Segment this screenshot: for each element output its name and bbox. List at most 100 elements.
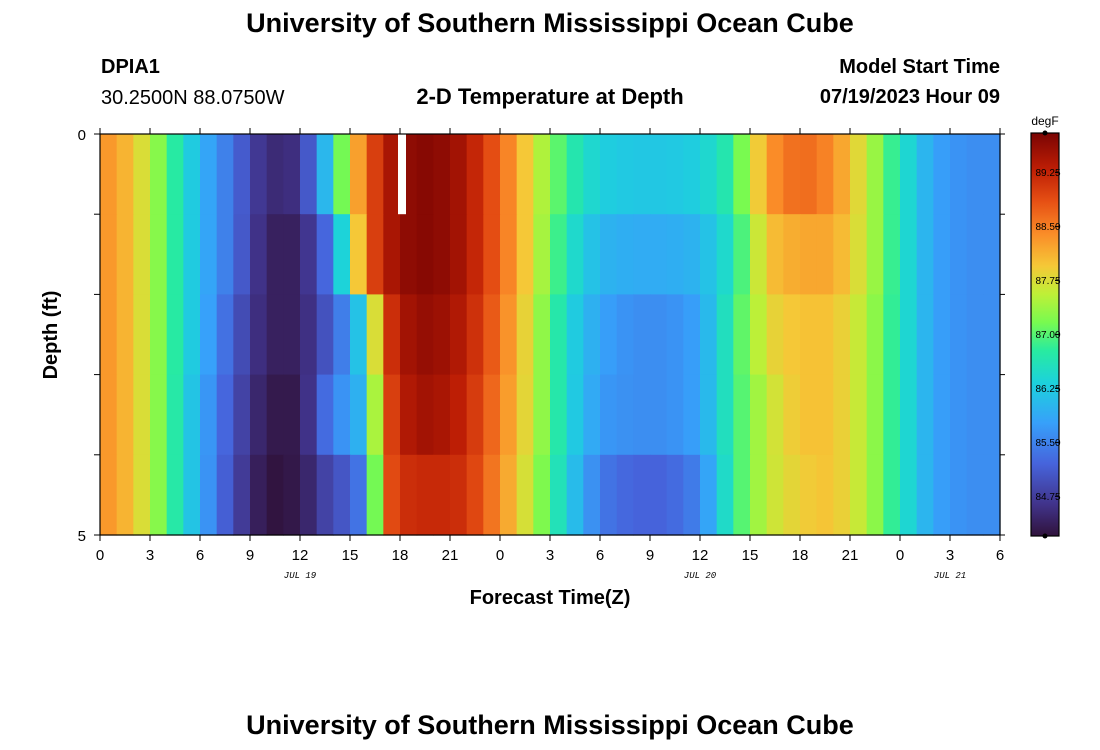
heatmap-cell [666, 294, 684, 376]
axes: 0 3 6 9 12 15 18 21 0 3 6 9 12 15 18 21 0 3 6 JUL 19 JUL 20 J… [78, 127, 1005, 581]
heatmap-cell [216, 134, 234, 215]
heatmap-cell [383, 374, 401, 456]
heatmap-cell [316, 454, 334, 536]
heatmap-cell [533, 454, 551, 536]
heatmap-cell [766, 374, 784, 456]
heatmap-cell [966, 134, 984, 215]
heatmap-cell [750, 134, 768, 215]
heatmap-cell [366, 134, 384, 215]
heatmap-cell [983, 134, 1001, 215]
date-label: JUL 20 [684, 571, 717, 581]
heatmap-cell [250, 374, 268, 456]
colorbar-end-bottom [1042, 533, 1048, 539]
heatmap-cell [666, 134, 684, 215]
heatmap-cell [633, 214, 651, 295]
heatmap-cell [300, 214, 318, 295]
heatmap-cell [866, 214, 884, 295]
colorbar-tick-label: 87.75 [1035, 276, 1060, 287]
heatmap-cell [700, 134, 718, 215]
heatmap-cell [450, 214, 468, 295]
heatmap-cell [350, 134, 368, 215]
heatmap-cell [800, 294, 818, 376]
heatmap-cell [450, 134, 468, 215]
x-tick-label: 18 [792, 547, 809, 564]
heatmap-cell [500, 374, 518, 456]
heatmap-cell [416, 454, 434, 536]
heatmap-cell [300, 134, 318, 215]
heatmap-cell [750, 374, 768, 456]
heatmap-cell [633, 374, 651, 456]
heatmap-cell [583, 294, 601, 376]
model-start-value: 07/19/2023 Hour 09 [819, 86, 1000, 108]
heatmap-cell [550, 454, 568, 536]
heatmap-cell [616, 294, 634, 376]
heatmap-cell [266, 134, 284, 215]
heatmap-cell [100, 294, 118, 376]
heatmap-cell [666, 374, 684, 456]
colorbar: 84.75 85.50 86.25 87.00 87.75 88.50 89.25 [1030, 130, 1061, 539]
heatmap-cell [216, 454, 234, 536]
heatmap-cell [266, 454, 284, 536]
heatmap-cell [566, 134, 584, 215]
heatmap-cell [116, 214, 134, 295]
heatmap-cell [533, 294, 551, 376]
heatmap-cell [433, 134, 451, 215]
heatmap-cell [650, 214, 668, 295]
heatmap-cell [283, 294, 301, 376]
x-tick-label: 18 [392, 547, 409, 564]
heatmap-cell [316, 374, 334, 456]
heatmap-cell [933, 294, 951, 376]
heatmap-cell [483, 134, 501, 215]
heatmap-cell [783, 214, 801, 295]
heatmap-cell [650, 294, 668, 376]
heatmap-cell [300, 374, 318, 456]
x-tick-label: 12 [292, 547, 309, 564]
heatmap-cell [483, 214, 501, 295]
x-tick-label: 6 [196, 547, 204, 564]
heatmap-cell [283, 134, 301, 215]
x-tick-label: 6 [996, 547, 1004, 564]
colorbar-bar [1030, 132, 1060, 537]
heatmap-cell [266, 294, 284, 376]
heatmap-cell [316, 294, 334, 376]
heatmap-cell [350, 454, 368, 536]
heatmap-cell [383, 454, 401, 536]
heatmap-cell [366, 214, 384, 295]
heatmap-cell [916, 134, 934, 215]
x-tick-label: 3 [546, 547, 554, 564]
heatmap-cell [883, 454, 901, 536]
heatmap-cell [950, 374, 968, 456]
heatmap-cell [250, 454, 268, 536]
heatmap-cell [550, 134, 568, 215]
heatmap-cell [583, 214, 601, 295]
heatmap-cell [216, 294, 234, 376]
heatmap-cell [550, 294, 568, 376]
heatmap-cell [983, 294, 1001, 376]
heatmap-cell [633, 294, 651, 376]
heatmap-cell [100, 134, 118, 215]
colorbar-tick-label: 85.50 [1035, 438, 1060, 449]
heatmap-cell [550, 374, 568, 456]
heatmap-cell [383, 134, 401, 215]
heatmap-cell [133, 214, 151, 295]
main-title: University of Southern Mississippi Ocean… [246, 8, 854, 38]
heatmap-cell [216, 374, 234, 456]
heatmap-cell [800, 454, 818, 536]
heatmap-cell [583, 134, 601, 215]
model-start-label: Model Start Time [839, 56, 1000, 78]
heatmap-cell [950, 214, 968, 295]
x-tick-label: 12 [692, 547, 709, 564]
x-tick-label: 6 [596, 547, 604, 564]
heatmap-cell [933, 374, 951, 456]
heatmap-cell [700, 374, 718, 456]
heatmap-cell [516, 134, 534, 215]
x-tick-label: 15 [742, 547, 759, 564]
heatmap-cell [850, 134, 868, 215]
heatmap-cell [466, 454, 484, 536]
heatmap-cell [466, 294, 484, 376]
heatmap-cell [933, 214, 951, 295]
heatmap-cell [316, 134, 334, 215]
heatmap-cell [516, 294, 534, 376]
heatmap-cell [700, 294, 718, 376]
heatmap-cell [450, 294, 468, 376]
